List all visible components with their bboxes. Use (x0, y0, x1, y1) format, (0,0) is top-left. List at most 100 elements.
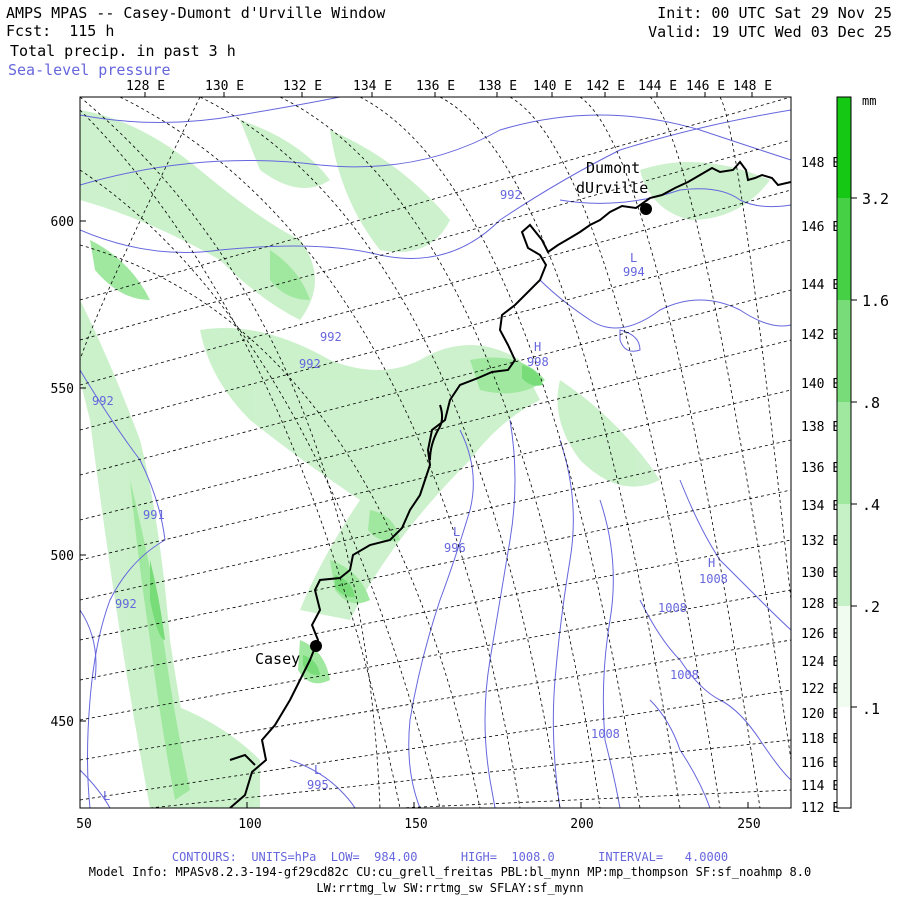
colorbar-swatch (837, 198, 851, 300)
y-tick-label: 450 (51, 715, 74, 730)
overlay-name: Sea-level pressure (8, 61, 171, 79)
contour-label: 1008 (591, 727, 620, 741)
map-title: AMPS MPAS -- Casey-Dumont d'Urville Wind… (6, 4, 386, 22)
precip-shading (80, 97, 791, 808)
high-center-marker: H (708, 556, 715, 570)
lon-label: 142 E (586, 79, 625, 94)
lon-label: 138 E (478, 79, 517, 94)
graticule (80, 97, 791, 808)
lon-label: 114 E (801, 779, 840, 794)
contour-label: 1008 (699, 572, 728, 586)
contour-label: 1008 (658, 601, 687, 615)
contour-label: 998 (527, 355, 549, 369)
colorbar-swatch (837, 504, 851, 606)
casey-marker (310, 640, 322, 652)
lon-label: 116 E (801, 756, 840, 771)
colorbar-level-label: .2 (862, 598, 880, 616)
lon-label: 136 E (801, 461, 840, 476)
lon-label: 144 E (638, 79, 677, 94)
colorbar-level-label: .1 (862, 700, 880, 718)
top-longitude-labels: 128 E 130 E 132 E 134 E 136 E 138 E 140 … (126, 79, 772, 94)
lon-label: 146 E (686, 79, 725, 94)
lon-label: 130 E (205, 79, 244, 94)
lon-label: 140 E (533, 79, 572, 94)
colorbar-unit: mm (862, 94, 876, 108)
colorbar-level-label: 3.2 (862, 190, 889, 208)
left-ticks (80, 220, 749, 808)
x-tick-label: 100 (238, 817, 261, 832)
x-tick-label: 50 (76, 817, 92, 832)
lon-label: 134 E (353, 79, 392, 94)
lon-label: 130 E (801, 566, 840, 581)
place-dumont-line1: Dumont (586, 159, 640, 177)
place-dumont-line2: dUrville (576, 179, 648, 197)
lon-label: 124 E (801, 655, 840, 670)
dumont-durville-marker (640, 203, 652, 215)
lon-label: 118 E (801, 732, 840, 747)
valid-time: Valid: 19 UTC Wed 03 Dec 25 (648, 23, 892, 41)
x-tick-label: 250 (737, 817, 760, 832)
top-ticks (144, 92, 753, 97)
lon-label: 122 E (801, 682, 840, 697)
physics-info: LW:rrtmg_lw SW:rrtmg_sw SFLAY:sf_mynn (316, 881, 584, 895)
y-tick-label: 500 (51, 549, 74, 564)
colorbar: mm .1 .2 .4 .8 1.6 3.2 (836, 94, 889, 809)
lon-label: 132 E (283, 79, 322, 94)
colorbar-swatch (837, 606, 851, 707)
contour-label: 996 (444, 541, 466, 555)
colorbar-swatch (837, 707, 851, 808)
field-name: Total precip. in past 3 h (10, 42, 236, 60)
lon-label: 140 E (801, 377, 840, 392)
contour-labels: 992 992 992 992 991 992 994 998 996 1008… (92, 188, 728, 792)
colorbar-level-label: .8 (862, 394, 880, 412)
contour-label: 991 (143, 508, 165, 522)
pressure-centers: H H L L L L (103, 251, 715, 803)
contour-info: CONTOURS: UNITS=hPa LOW= 984.00 HIGH= 10… (171, 850, 729, 864)
lon-label: 112 E (801, 801, 840, 816)
lon-label: 132 E (801, 534, 840, 549)
x-axis-labels: 50 100 150 200 250 (76, 817, 761, 832)
low-center-marker: L (103, 789, 110, 803)
x-tick-label: 200 (570, 817, 593, 832)
lon-label: 138 E (801, 420, 840, 435)
lon-label: 146 E (801, 220, 840, 235)
y-tick-label: 550 (51, 382, 74, 397)
lon-label: 136 E (416, 79, 455, 94)
coastline (229, 160, 791, 808)
right-longitude-labels: 148 E 146 E 144 E 142 E 140 E 138 E 136 … (801, 156, 840, 816)
low-center-marker: L (314, 763, 321, 777)
lon-label: 142 E (801, 328, 840, 343)
contour-label: 1008 (670, 668, 699, 682)
contour-label: 995 (307, 778, 329, 792)
lon-label: 128 E (126, 79, 165, 94)
lon-label: 144 E (801, 278, 840, 293)
low-center-marker: L (453, 525, 460, 539)
model-info: Model Info: MPASv8.2.3-194-gf29cd82c CU:… (88, 865, 812, 879)
lon-label: 148 E (801, 156, 840, 171)
contour-label: 992 (115, 597, 137, 611)
colorbar-level-label: .4 (862, 496, 880, 514)
y-tick-label: 600 (51, 215, 74, 230)
lon-label: 148 E (733, 79, 772, 94)
pressure-contours (80, 97, 791, 808)
y-axis-labels: 600 550 500 450 (51, 215, 74, 730)
high-center-marker: H (534, 340, 541, 354)
forecast-hour: Fcst: 115 h (6, 22, 115, 40)
contour-label: 992 (320, 330, 342, 344)
contour-label: 992 (299, 357, 321, 371)
colorbar-swatch (837, 97, 851, 198)
colorbar-level-label: 1.6 (862, 292, 889, 310)
lon-label: 128 E (801, 597, 840, 612)
lon-label: 126 E (801, 627, 840, 642)
x-tick-label: 150 (404, 817, 427, 832)
init-time: Init: 00 UTC Sat 29 Nov 25 (657, 4, 892, 22)
colorbar-swatch (837, 402, 851, 504)
contour-label: 992 (92, 394, 114, 408)
place-casey: Casey (255, 650, 300, 668)
contour-label: 994 (623, 265, 645, 279)
contour-label: 992 (500, 188, 522, 202)
lon-label: 134 E (801, 499, 840, 514)
lon-label: 120 E (801, 707, 840, 722)
colorbar-swatch (837, 300, 851, 402)
